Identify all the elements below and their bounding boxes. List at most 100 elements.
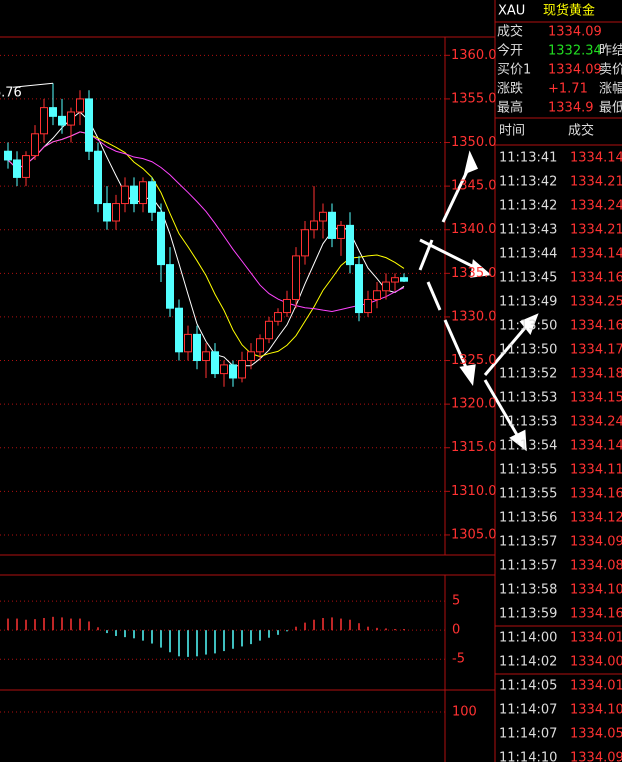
trade-price: 1334.14 xyxy=(570,151,622,166)
candle-body xyxy=(121,185,129,205)
quote-extra: 昨结 xyxy=(599,44,622,59)
y-tick-label: 1305.0 xyxy=(451,527,497,542)
quote-label: 买价1 xyxy=(497,63,531,78)
trade-price: 1334.09 xyxy=(570,535,622,550)
trade-price: 1334.01 xyxy=(570,679,622,694)
trade-time: 11:13:53 xyxy=(499,391,557,406)
trade-time: 11:14:00 xyxy=(499,631,557,646)
col-head: 时间 xyxy=(499,124,525,139)
candle-body xyxy=(256,338,264,353)
trade-price: 1334.21 xyxy=(570,223,622,238)
trade-price: 1334.16 xyxy=(570,487,622,502)
trade-time: 11:13:53 xyxy=(499,415,557,430)
candle-body xyxy=(283,298,291,314)
candle-body xyxy=(319,211,327,222)
trade-price: 1334.16 xyxy=(570,271,622,286)
trade-time: 11:13:57 xyxy=(499,535,557,550)
candle-body xyxy=(364,298,372,314)
candle-body xyxy=(391,277,399,283)
y-tick-label: 1315.0 xyxy=(451,440,497,455)
trade-time: 11:13:50 xyxy=(499,343,557,358)
candle-body xyxy=(148,181,156,213)
y-tick-label: 1345.0 xyxy=(451,179,497,194)
y-tick-label: 1325.0 xyxy=(451,353,497,368)
y-tick-label: 100 xyxy=(452,705,477,720)
trade-time: 11:13:55 xyxy=(499,487,557,502)
trade-price: 1334.14 xyxy=(570,247,622,262)
candle-body xyxy=(328,211,336,239)
candle-body xyxy=(157,211,165,266)
trade-time: 11:14:07 xyxy=(499,727,557,742)
candle-body xyxy=(346,224,354,266)
moving-average xyxy=(7,131,405,312)
candle-body xyxy=(202,351,210,362)
trade-time: 11:13:59 xyxy=(499,607,557,622)
candle-body xyxy=(373,290,381,300)
symbol-name: 现货黄金 xyxy=(543,3,595,19)
trade-time: 11:13:58 xyxy=(499,583,557,598)
trade-price: 1334.01 xyxy=(570,631,622,646)
quote-label: 今开 xyxy=(497,43,523,59)
col-head: 成交 xyxy=(568,123,594,139)
quote-value: 1334.9 xyxy=(548,101,594,116)
candle-body xyxy=(211,351,219,375)
candle-body xyxy=(13,159,21,178)
trade-time: 11:13:42 xyxy=(499,175,557,190)
candle-body xyxy=(112,203,120,222)
y-tick-label: 1360.0 xyxy=(451,48,497,63)
trade-price: 1334.16 xyxy=(570,319,622,334)
trade-time: 11:14:05 xyxy=(499,679,557,694)
y-tick-label: 0 xyxy=(452,623,460,638)
candle-body xyxy=(22,155,30,178)
candle-body xyxy=(355,264,363,314)
trade-price: 1334.14 xyxy=(570,439,622,454)
y-tick-label: -5 xyxy=(452,652,465,667)
candle-body xyxy=(58,115,66,126)
trade-price: 1334.21 xyxy=(570,175,622,190)
candle-body xyxy=(265,320,273,340)
trade-price: 1334.24 xyxy=(570,199,622,214)
trade-time: 11:13:44 xyxy=(499,247,557,262)
y-tick-label: 1340.0 xyxy=(451,222,497,237)
trade-price: 1334.09 xyxy=(570,751,622,762)
candle-body xyxy=(229,364,237,379)
trade-time: 11:14:10 xyxy=(499,751,557,762)
quote-value: 1334.09 xyxy=(548,63,602,78)
trade-price: 1334.11 xyxy=(570,463,622,478)
candle-body xyxy=(175,307,183,353)
y-tick-label: 1310.0 xyxy=(451,484,497,499)
quote-extra: 最低 xyxy=(599,101,622,116)
y-tick-label: 1330.0 xyxy=(451,309,497,324)
candle-body xyxy=(382,281,390,292)
trade-time: 11:13:54 xyxy=(499,439,557,454)
quote-value: 1332.34 xyxy=(548,44,602,59)
trade-price: 1334.05 xyxy=(570,727,622,742)
quote-value: +1.71 xyxy=(548,82,588,97)
trade-price: 1334.16 xyxy=(570,607,622,622)
candle-body xyxy=(139,181,147,205)
candle-body xyxy=(238,360,246,379)
trade-time: 11:13:50 xyxy=(499,319,557,334)
candle-body xyxy=(292,255,300,300)
candle-body xyxy=(310,220,318,231)
y-tick-label: 1335.0 xyxy=(451,266,497,281)
trade-time: 11:13:43 xyxy=(499,223,557,238)
candle-body xyxy=(103,203,111,222)
trade-price: 1334.15 xyxy=(570,391,622,406)
quote-label: 最高 xyxy=(497,100,523,116)
candle-body xyxy=(337,224,345,239)
trade-time: 11:13:45 xyxy=(499,271,557,286)
candle-body xyxy=(193,333,201,362)
trade-price: 1334.10 xyxy=(570,703,622,718)
trade-price: 1334.25 xyxy=(570,295,622,310)
trade-time: 11:13:42 xyxy=(499,199,557,214)
candle-body xyxy=(4,150,12,161)
candle-body xyxy=(130,185,138,205)
quote-extra: 卖价 xyxy=(599,63,622,78)
trade-time: 11:13:55 xyxy=(499,463,557,478)
symbol: XAU xyxy=(498,4,525,19)
candle-body xyxy=(94,150,102,205)
